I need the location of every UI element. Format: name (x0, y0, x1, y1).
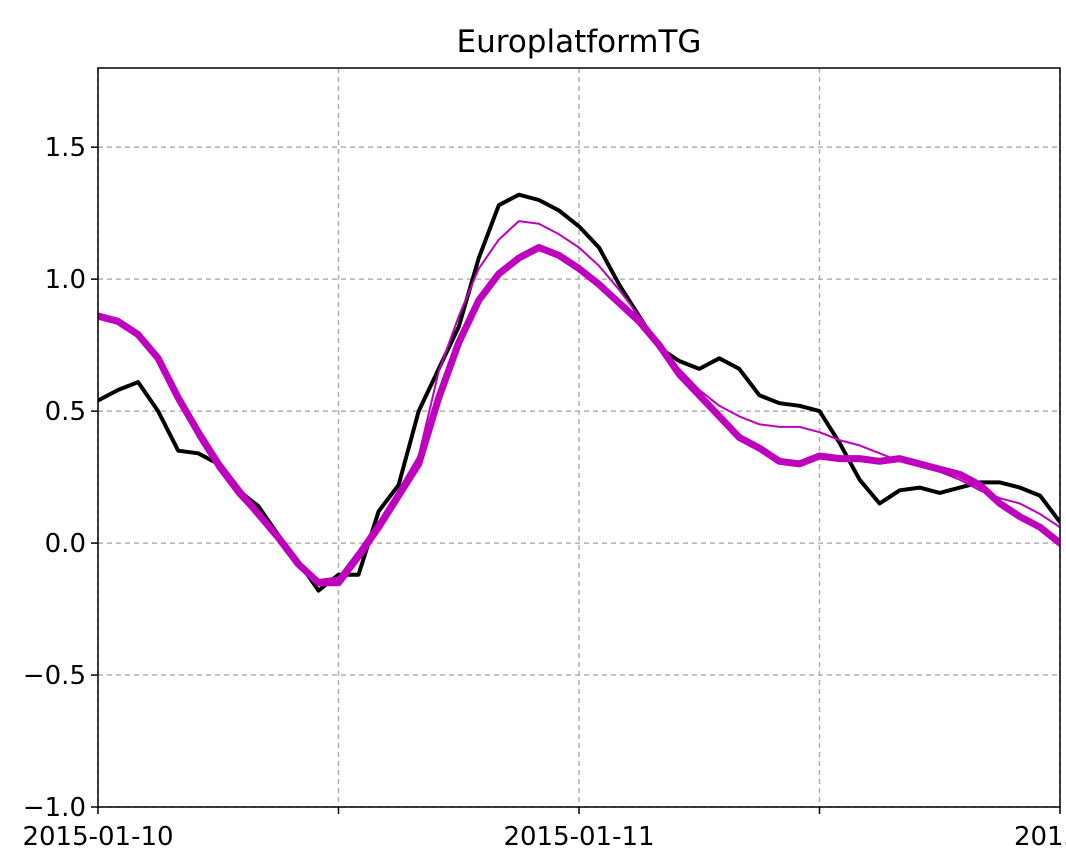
y-tick-label: 1.5 (45, 133, 86, 163)
chart-title: EuroplatformTG (457, 24, 702, 60)
y-tick-label: 1.0 (45, 265, 86, 295)
x-tick-label: 2015-01-11 (503, 822, 654, 852)
y-tick-label: −0.5 (23, 661, 86, 691)
y-tick-label: 0.0 (45, 529, 86, 559)
x-tick-label: 2015-0 (1014, 822, 1066, 852)
y-tick-label: −1.0 (23, 793, 86, 823)
line (98, 192, 1060, 593)
x-tick-label: 2015-01-10 (22, 822, 173, 852)
line (98, 220, 1060, 581)
y-tick-label: 0.5 (45, 397, 86, 427)
plot-frame (97, 67, 1061, 808)
line (98, 244, 1060, 587)
